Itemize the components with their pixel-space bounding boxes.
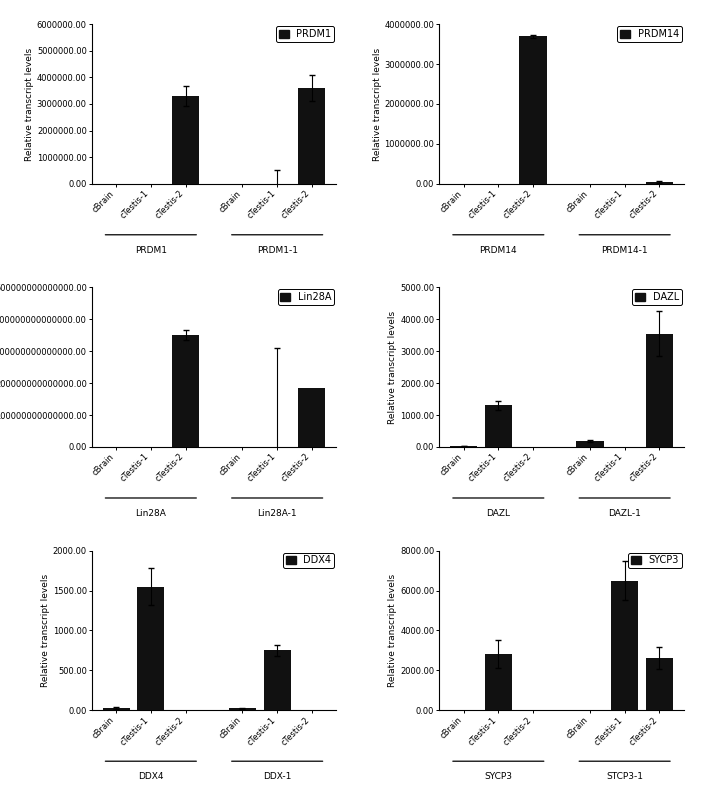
Bar xyxy=(485,405,512,447)
Legend: PRDM14: PRDM14 xyxy=(618,26,682,42)
Bar xyxy=(298,388,326,447)
Y-axis label: Relative transcript levels: Relative transcript levels xyxy=(388,311,397,424)
Bar xyxy=(646,182,673,184)
Bar xyxy=(450,446,477,447)
Bar xyxy=(264,650,290,710)
Text: PRDM1: PRDM1 xyxy=(135,246,167,255)
Bar xyxy=(172,96,199,184)
Bar xyxy=(646,659,673,710)
Bar xyxy=(646,333,673,447)
Bar xyxy=(137,587,164,710)
Legend: SYCP3: SYCP3 xyxy=(628,553,682,568)
Text: DAZL-1: DAZL-1 xyxy=(608,509,641,518)
Text: PRDM14: PRDM14 xyxy=(479,246,517,255)
Text: Lin28A-1: Lin28A-1 xyxy=(257,509,297,518)
Bar xyxy=(172,335,199,447)
Y-axis label: Relative transcript levels: Relative transcript levels xyxy=(372,48,381,161)
Text: Lin28A: Lin28A xyxy=(135,509,166,518)
Text: DDX4: DDX4 xyxy=(138,772,164,781)
Text: DDX-1: DDX-1 xyxy=(263,772,291,781)
Text: PRDM14-1: PRDM14-1 xyxy=(601,246,648,255)
Legend: DDX4: DDX4 xyxy=(283,553,334,568)
Bar xyxy=(520,36,546,184)
Bar xyxy=(229,709,256,710)
Bar xyxy=(577,441,603,447)
Text: DAZL: DAZL xyxy=(486,509,510,518)
Text: SYCP3: SYCP3 xyxy=(484,772,513,781)
Legend: Lin28A: Lin28A xyxy=(278,290,334,305)
Text: STCP3-1: STCP3-1 xyxy=(606,772,643,781)
Legend: PRDM1: PRDM1 xyxy=(276,26,334,42)
Text: PRDM1-1: PRDM1-1 xyxy=(257,246,298,255)
Y-axis label: Relative transcript levels: Relative transcript levels xyxy=(41,574,50,687)
Bar xyxy=(611,580,638,710)
Y-axis label: Relative transcript levels: Relative transcript levels xyxy=(25,48,34,161)
Bar xyxy=(298,88,326,184)
Legend: DAZL: DAZL xyxy=(632,290,682,305)
Bar xyxy=(485,654,512,710)
Y-axis label: Relative transcript levels: Relative transcript levels xyxy=(388,574,397,687)
Bar xyxy=(102,708,130,710)
